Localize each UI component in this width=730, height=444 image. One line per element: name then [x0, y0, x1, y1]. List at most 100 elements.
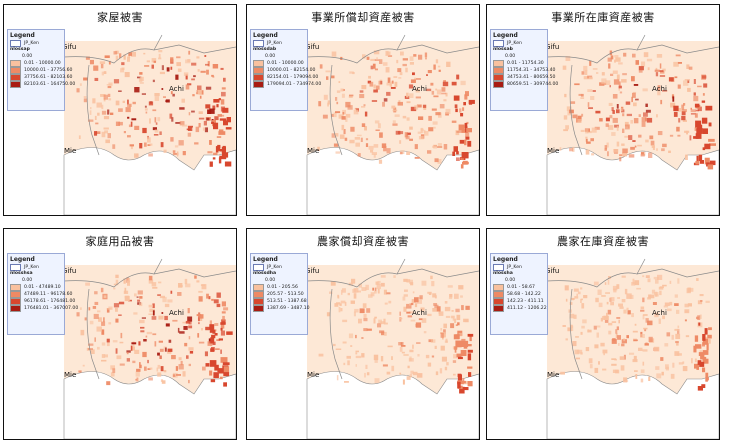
legend-class-2: 205.57 - 513.50 [253, 291, 305, 298]
place-label-gifu: Gifu [62, 43, 77, 51]
place-label-gifu: Gifu [545, 43, 560, 51]
legend-swatch [253, 305, 264, 312]
boundary-swatch [10, 40, 21, 47]
legend-class-label: 205.57 - 513.50 [267, 292, 304, 297]
damage-cells [76, 50, 232, 167]
place-label-mie: Mie [307, 147, 320, 155]
legend-swatch [493, 291, 504, 298]
map-legend: Legend JP_Ken nlosshsa 0.00 0.01 - 47489.10 4… [7, 253, 78, 335]
legend-layer: JP_Ken [24, 41, 39, 46]
panel-title: 家庭用品被害 [85, 235, 155, 248]
legend-swatch [253, 81, 264, 88]
legend-class-4: 176481.01 - 367007.00 [10, 305, 78, 312]
legend-title: Legend [253, 256, 278, 263]
legend-class-3: 96178.61 - 176481.00 [10, 298, 75, 305]
legend-swatch [10, 81, 21, 88]
legend-field: nlossdha [253, 271, 277, 276]
place-label-mie: Mie [64, 371, 77, 379]
legend-class-label: 82103.61 - 164750.00 [24, 82, 76, 87]
legend-class-2: 10000.01 - 82154.00 [253, 67, 315, 74]
legend-class-label: 37756.61 - 82103.60 [24, 75, 73, 80]
legend-layer-row: JP_Ken [493, 40, 545, 47]
legend-swatch [10, 60, 21, 67]
legend-class-1: 0.01 - 10000.00 [253, 60, 305, 67]
map-panel-2: 事業所償却資産被害 Gifu Achi Mie Legend JP_Ken nlossdab… [246, 4, 480, 216]
legend-swatch [493, 305, 504, 312]
legend-class-label: 142.23 - 411.11 [507, 299, 544, 304]
legend-title: Legend [493, 256, 518, 263]
legend-swatch [253, 284, 264, 291]
damage-cells [317, 50, 475, 169]
legend-swatch [493, 284, 504, 291]
legend-class-label: 0.01 - 10000.00 [24, 61, 61, 66]
legend-swatch [253, 298, 264, 305]
legend-swatch [493, 81, 504, 88]
legend-zero: 0.00 [265, 278, 276, 283]
legend-class-1: 0.01 - 205.56 [253, 284, 305, 291]
map-legend: Legend JP_Ken nlossdha 0.00 0.01 - 205.56 205… [250, 253, 310, 335]
place-label-achi: Achi [412, 85, 427, 93]
legend-class-1: 0.01 - 47489.10 [10, 284, 62, 291]
legend-swatch [10, 284, 21, 291]
legend-field: nlossdab [253, 47, 277, 52]
legend-zero: 0.00 [265, 54, 276, 59]
flood-damage-map [546, 34, 719, 215]
damage-cells [76, 274, 233, 387]
legend-layer: JP_Ken [507, 265, 522, 270]
legend-class-3: 513.51 - 1387.68 [253, 298, 307, 305]
ise-bay-water [306, 147, 479, 215]
legend-class-4: 411.12 - 1206.22 [493, 305, 547, 312]
place-label-achi: Achi [169, 85, 184, 93]
legend-zero: 0.00 [22, 278, 33, 283]
legend-layer-row: JP_Ken [493, 264, 545, 271]
legend-layer: JP_Ken [267, 265, 282, 270]
legend-layer-row: JP_Ken [253, 40, 305, 47]
legend-class-4: 82103.61 - 164750.00 [10, 81, 75, 88]
legend-class-3: 82154.01 - 179094.00 [253, 74, 318, 81]
legend-class-label: 179094.01 - 734974.00 [267, 82, 322, 87]
legend-swatch [10, 305, 21, 312]
prefecture-boundary [546, 34, 719, 156]
legend-layer: JP_Ken [267, 41, 282, 46]
legend-swatch [10, 298, 21, 305]
legend-layer-row: JP_Ken [253, 264, 305, 271]
map-panel-4: 家庭用品被害 Gifu Achi Mie Legend JP_Ken nlosshsa 0.0… [3, 228, 237, 440]
legend-zero: 0.00 [22, 54, 33, 59]
legend-class-4: 179094.01 - 734974.00 [253, 81, 321, 88]
map-legend: Legend JP_Ken nlossap 0.00 0.01 - 10000.00 10… [7, 29, 75, 111]
legend-class-label: 1387.69 - 3487.10 [267, 306, 310, 311]
prefecture-boundary [546, 258, 719, 380]
damage-cells [318, 275, 474, 394]
legend-class-4: 1387.69 - 3487.10 [253, 305, 310, 312]
map-legend: Legend JP_Ken nlossab 0.00 0.01 - 11754.30 11… [490, 29, 558, 111]
flood-damage-map [306, 258, 479, 439]
legend-class-label: 11754.31 - 34753.40 [507, 68, 556, 73]
boundary-swatch [253, 40, 264, 47]
legend-class-label: 34753.41 - 80659.50 [507, 75, 556, 80]
ise-bay-water [546, 371, 719, 439]
legend-swatch [253, 60, 264, 67]
legend-class-label: 10000.01 - 37756.60 [24, 68, 73, 73]
legend-swatch [253, 67, 264, 74]
legend-layer-row: JP_Ken [10, 40, 62, 47]
map-legend: Legend JP_Ken nlossdab 0.00 0.01 - 10000.00 1… [250, 29, 321, 111]
legend-class-label: 0.01 - 58.67 [507, 285, 535, 290]
legend-swatch [493, 74, 504, 81]
legend-swatch [493, 60, 504, 67]
flood-damage-map [306, 34, 479, 215]
place-label-mie: Mie [547, 371, 560, 379]
flood-damage-map [63, 258, 236, 439]
legend-zero: 0.00 [505, 54, 516, 59]
legend-swatch [10, 74, 21, 81]
panel-title: 農家在庫資産被害 [557, 235, 649, 248]
legend-title: Legend [253, 32, 278, 39]
legend-class-3: 37756.61 - 82103.60 [10, 74, 72, 81]
legend-class-label: 0.01 - 11754.30 [507, 61, 544, 66]
legend-class-label: 80659.51 - 309744.00 [507, 82, 559, 87]
legend-class-1: 0.01 - 10000.00 [10, 60, 62, 67]
map-panel-1: 家屋被害 Gifu Achi Mie Legend JP_Ken nlossap 0.00 0.… [3, 4, 237, 216]
map-panel-3: 事業所在庫資産被害 Gifu Achi Mie Legend JP_Ken nlossab 0… [486, 4, 720, 216]
prefecture-boundary [306, 34, 479, 156]
damage-cells [560, 274, 712, 391]
legend-zero: 0.00 [505, 278, 516, 283]
